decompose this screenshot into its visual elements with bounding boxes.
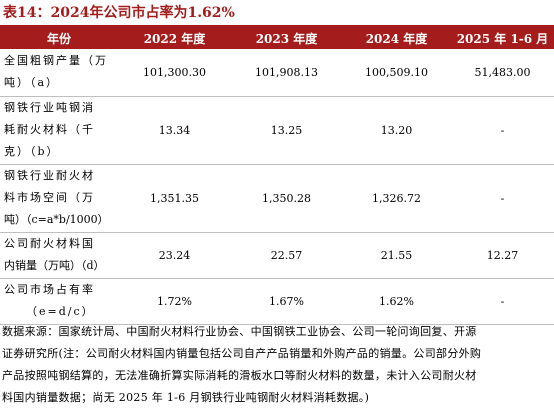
source-note-line: 证券研究所(注：公司耐火材料国内销量包括公司自产产品销量和外购产品的销量。公司部…	[2, 347, 482, 360]
caption-rule	[0, 25, 554, 27]
table-cell: 13.20	[342, 96, 451, 165]
table-cell: 1,351.35	[118, 164, 231, 233]
row-label: 钢铁行业吨钢消 耗耐火材料（千 克）（b）	[0, 96, 118, 165]
table-cell: 1.62%	[342, 278, 451, 325]
table-cell: 23.24	[118, 232, 231, 279]
column-header-2025h1: 2025 年 1-6 月	[456, 31, 549, 46]
table-cell: -	[451, 278, 554, 325]
row-label: 公司市场占有率 （e=d/c）	[0, 278, 118, 325]
row-label: 全国粗钢产量（万 吨）（a）	[0, 49, 118, 97]
row-label-line: 吨）（a）	[4, 76, 60, 90]
table-row: 钢铁行业吨钢消 耗耐火材料（千 克）（b） 13.34 13.25 13.20 …	[0, 96, 554, 165]
row-label-line: 耗耐火材料（千	[4, 123, 95, 136]
table-cell: 51,483.00	[451, 49, 554, 97]
row-label-line: 公司耐火材料国	[4, 237, 95, 250]
table-cell: 13.34	[118, 96, 231, 165]
table-cell: 12.27	[451, 232, 554, 279]
row-label-line: 克）（b）	[4, 145, 60, 158]
source-note-line: 料国内销量数据；尚无 2025 年 1-6 月钢铁行业吨钢耐火材料消耗数据。)	[2, 391, 370, 404]
source-note: 数据来源：国家统计局、中国耐火材料行业协会、中国钢铁工业协会、公司一轮问询回复、…	[2, 321, 552, 409]
table-cell: 101,300.30	[118, 49, 231, 97]
table-cell: 101,908.13	[231, 49, 342, 97]
table-header-row: 年份 2022 年度 2023 年度 2024 年度 2025 年 1-6 月	[0, 27, 554, 49]
row-label-line: 钢铁行业耐火材	[4, 169, 95, 182]
table-cell: -	[451, 96, 554, 165]
column-header-2022: 2022 年度	[143, 31, 206, 46]
row-label-line: 全国粗钢产量（万	[4, 54, 108, 68]
row-label-line: 公司市场占有率	[4, 283, 95, 296]
source-note-line: 产品按照吨钢结算的，无法准确折算实际消耗的滑板水口等耐火材料的数量，未计入公司耐…	[2, 369, 477, 382]
table-row: 钢铁行业耐火材 料市场空间（万 吨）（c=a*b/1000） 1,351.35 …	[0, 164, 554, 233]
table-cell: 100,509.10	[342, 49, 451, 97]
table-cell: 1,350.28	[231, 164, 342, 233]
market-share-table: 年份 2022 年度 2023 年度 2024 年度 2025 年 1-6 月 …	[0, 27, 554, 325]
table-caption: 表14：2024年公司市占率为1.62%	[3, 5, 235, 21]
column-header-2023: 2023 年度	[255, 31, 318, 46]
table-cell: 1.72%	[118, 278, 231, 325]
table-cell: 13.25	[231, 96, 342, 165]
table-cell: 1.67%	[231, 278, 342, 325]
table-cell: 1,326.72	[342, 164, 451, 233]
row-label-line: 料市场空间（万	[4, 191, 95, 204]
table-cell: 21.55	[342, 232, 451, 279]
column-header-2024: 2024 年度	[365, 31, 428, 46]
row-label-line: 钢铁行业吨钢消	[4, 101, 95, 114]
row-label: 钢铁行业耐火材 料市场空间（万 吨）（c=a*b/1000）	[0, 164, 118, 233]
column-header-year: 年份	[46, 31, 71, 46]
table-cell: 22.57	[231, 232, 342, 279]
row-label-line: 吨）（c=a*b/1000）	[4, 213, 109, 226]
row-label: 公司耐火材料国 内销量（万吨）（d）	[0, 232, 118, 279]
row-label-line: 内销量（万吨）（d）	[4, 259, 105, 272]
table-row: 全国粗钢产量（万 吨）（a） 101,300.30 101,908.13 100…	[0, 49, 554, 97]
table-row: 公司耐火材料国 内销量（万吨）（d） 23.24 22.57 21.55 12.…	[0, 232, 554, 279]
table-row: 公司市场占有率 （e=d/c） 1.72% 1.67% 1.62% -	[0, 278, 554, 325]
table-cell: -	[451, 164, 554, 233]
row-label-line: （e=d/c）	[26, 305, 95, 318]
source-note-line: 数据来源：国家统计局、中国耐火材料行业协会、中国钢铁工业协会、公司一轮问询回复、…	[2, 325, 477, 338]
